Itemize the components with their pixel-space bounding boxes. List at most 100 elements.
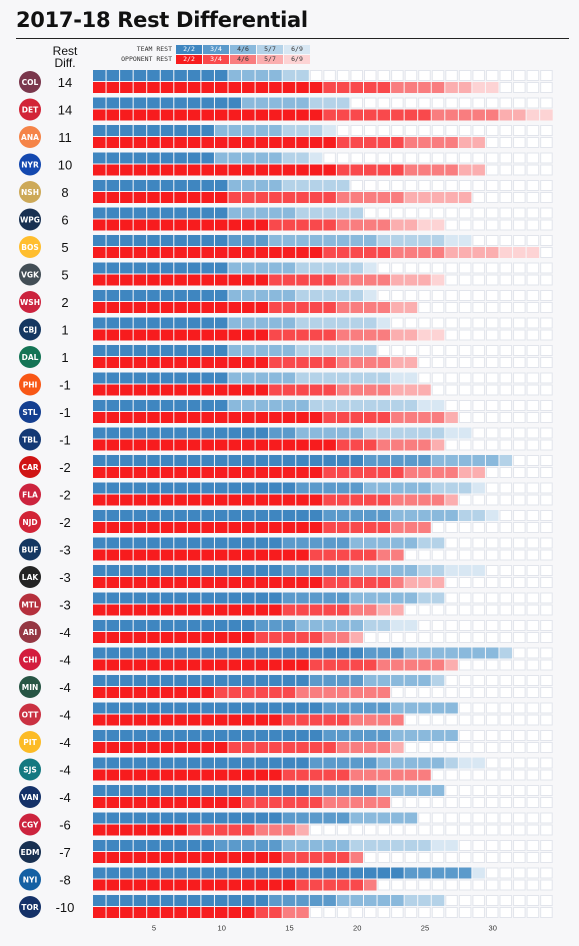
opponent-rest-bar-wpg-cell	[431, 219, 445, 231]
team-rest-bar-nsh-empty-cell	[472, 180, 485, 191]
penguins-logo-icon-letters: PIT	[23, 738, 37, 747]
team-rest-bar-phi-cell	[364, 372, 377, 384]
opponent-rest-bar-sjs-cell	[160, 769, 174, 781]
capitals-logo-icon	[19, 291, 41, 313]
team-rest-bar-pit-cell	[106, 730, 120, 741]
team-rest-bar-dal-cell	[350, 345, 363, 356]
team-rest-bar-col-empty-cell	[431, 70, 445, 81]
opponent-rest-bar-dal-cell	[350, 357, 363, 368]
opponent-rest-bar-njd-cell	[214, 522, 228, 533]
opponent-rest-bar-pit-empty-cell	[404, 742, 418, 753]
team-rest-bar-tbl-cell	[391, 427, 404, 439]
team-rest-bar-ott-cell	[418, 702, 431, 714]
flames-logo-icon-letters: CGY	[22, 821, 39, 830]
team-rest-bar-njd-cell	[485, 510, 499, 521]
team-rest-bar-tbl-cell	[431, 427, 445, 439]
opponent-rest-bar-sjs-cell	[255, 769, 269, 781]
team-rest-bar-ana-cell	[93, 125, 106, 136]
opponent-rest-bar-stl-cell	[296, 412, 309, 423]
team-rest-bar-wsh-cell	[187, 290, 201, 301]
opponent-rest-bar-edm-empty-cell	[404, 852, 418, 863]
opponent-rest-bar-tor-empty-cell	[364, 907, 377, 918]
opponent-rest-bar-det-cell	[350, 109, 363, 121]
team-rest-bar-tbl-empty-cell	[499, 427, 513, 439]
opponent-rest-bar-dal-cell	[309, 357, 323, 368]
opponent-rest-bar-buf-cell	[133, 549, 147, 561]
team-rest-bar-wpg-cell	[255, 207, 269, 219]
opponent-rest-bar-fla-cell	[418, 494, 431, 506]
opponent-rest-bar-lak-cell	[296, 577, 309, 588]
opponent-rest-bar-dal-cell	[201, 357, 214, 368]
team-rest-bar-edm-cell	[242, 840, 255, 851]
team-rest-bar-stl-cell	[269, 400, 282, 411]
opponent-rest-bar-car-cell	[93, 467, 106, 478]
team-rest-bar-bos-cell	[214, 235, 228, 246]
team-rest-bar-det-cell	[187, 97, 201, 109]
opponent-rest-bar-car-cell	[431, 467, 445, 478]
team-rest-bar-cbj-empty-cell	[431, 317, 445, 329]
team-rest-bar-car-cell	[364, 455, 377, 466]
opponent-rest-bar-lak-cell	[350, 577, 363, 588]
team-rest-bar-sjs-cell	[458, 757, 472, 769]
opponent-rest-bar-vgk-empty-cell	[499, 274, 513, 286]
team-rest-bar-fla-cell	[404, 482, 418, 494]
rest-diff-value-vgk: 5	[61, 268, 68, 283]
team-rest-bar-tor-cell	[242, 895, 255, 906]
team-rest-bar-nyr-empty-cell	[445, 152, 458, 164]
team-rest-bar-tor-empty-cell	[513, 895, 526, 906]
panthers-logo-icon-letters: FLA	[22, 491, 38, 500]
opponent-rest-bar-bos-cell	[174, 247, 187, 258]
opponent-rest-bar-pit-empty-cell	[445, 742, 458, 753]
team-rest-bar-wpg-cell	[350, 207, 363, 219]
team-rest-bar-tbl-empty-cell	[485, 427, 499, 439]
team-rest-bar-sjs-cell	[106, 757, 120, 769]
opponent-rest-bar-fla-cell	[269, 494, 282, 506]
opponent-rest-bar-min-cell	[174, 687, 187, 698]
team-rest-bar-col-empty-cell	[526, 70, 540, 81]
opponent-rest-bar-pit-cell	[255, 742, 269, 753]
opponent-rest-bar-wsh-cell	[323, 302, 336, 313]
team-rest-bar-ana-empty-cell	[499, 125, 513, 136]
team-rest-bar-col-empty-cell	[350, 70, 364, 81]
legend-label-opponent: OPPONENT REST	[121, 55, 172, 63]
team-rest-bar-pit-empty-cell	[540, 730, 553, 741]
opponent-rest-bar-cgy-empty-cell	[540, 824, 553, 836]
legend-cell-team-2: 3/4	[203, 44, 229, 54]
team-rest-bar-col-empty-cell	[391, 70, 404, 81]
team-rest-bar-bos-empty-cell	[499, 235, 513, 246]
team-rest-bar-njd-cell	[269, 510, 282, 521]
opponent-rest-bar-phi-empty-cell	[526, 384, 540, 396]
team-rest-bar-nsh-cell	[160, 180, 174, 191]
opponent-rest-bar-vgk-empty-cell	[472, 274, 485, 286]
team-rest-bar-tor-cell	[269, 895, 282, 906]
team-rest-bar-dal-cell	[147, 345, 160, 356]
opponent-rest-bar-nyr-cell	[201, 164, 214, 176]
opponent-rest-bar-dal-cell	[336, 357, 350, 368]
team-rest-bar-sjs-cell	[187, 757, 201, 769]
team-rest-bar-dal-cell	[187, 345, 201, 356]
team-rest-bar-chi-cell	[458, 647, 472, 659]
team-rest-bar-ott-cell	[133, 702, 147, 714]
team-rest-bar-wpg-empty-cell	[458, 207, 472, 219]
opponent-rest-bar-wpg-cell	[187, 219, 201, 231]
team-rest-bar-cgy-cell	[160, 812, 174, 824]
opponent-rest-bar-vgk-empty-cell	[513, 274, 526, 286]
team-rest-bar-nsh-cell	[282, 180, 296, 191]
team-rest-bar-col-empty-cell	[404, 70, 418, 81]
team-rest-bar-tbl-cell	[323, 427, 336, 439]
team-rest-bar-vgk-cell	[201, 262, 214, 274]
opponent-rest-bar-cgy-empty-cell	[377, 824, 391, 836]
team-rest-bar-phi-cell	[350, 372, 363, 384]
opponent-rest-bar-wsh-empty-cell	[485, 302, 499, 313]
team-rest-bar-sjs-cell	[242, 757, 255, 769]
team-rest-bar-bos-cell	[133, 235, 147, 246]
oilers-logo-icon-letters: EDM	[21, 848, 40, 857]
opponent-rest-bar-car-cell	[350, 467, 363, 478]
opponent-rest-bar-bos-cell	[147, 247, 160, 258]
team-rest-bar-col-cell	[214, 70, 228, 81]
opponent-rest-bar-stl-empty-cell	[513, 412, 526, 423]
opponent-rest-bar-nyr-cell	[377, 164, 391, 176]
team-rest-bar-bos-cell	[445, 235, 458, 246]
opponent-rest-bar-det-cell	[174, 109, 187, 121]
team-rest-bar-ana-cell	[106, 125, 120, 136]
